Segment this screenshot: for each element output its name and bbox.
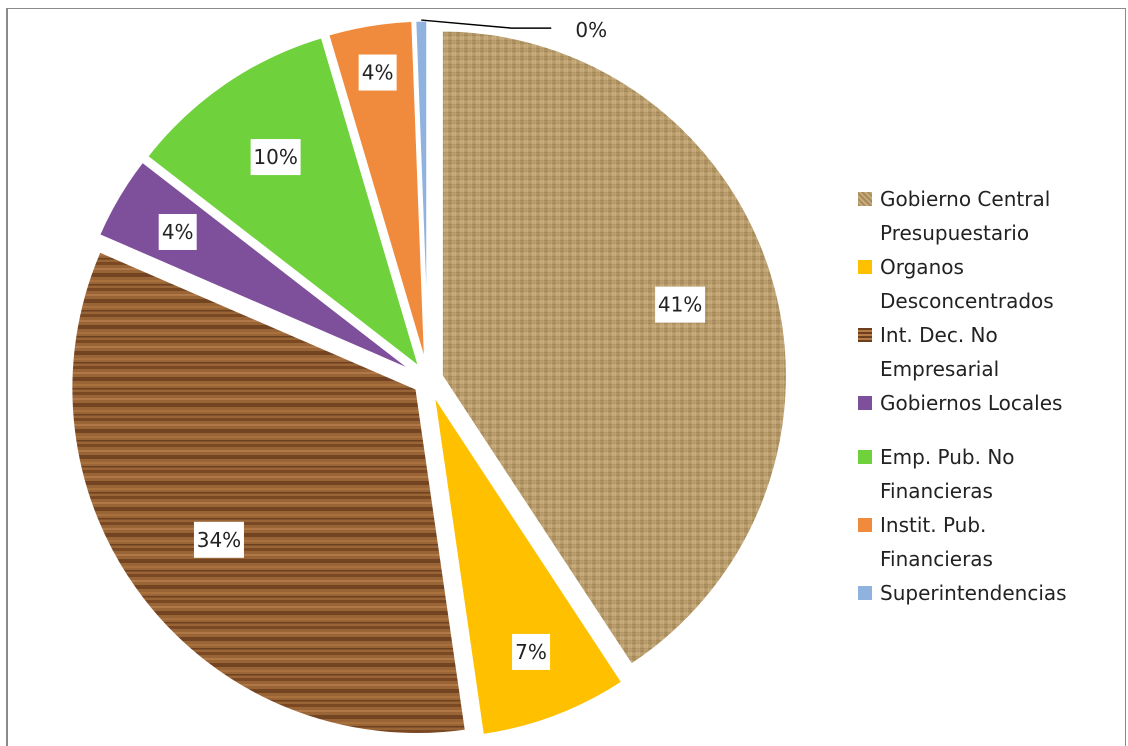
- data-label-gobiernos-locales: 4%: [162, 220, 194, 244]
- legend-item-organos-desconcentrados: Organos Desconcentrados: [858, 250, 1118, 318]
- leader-lines: [421, 19, 552, 29]
- legend-item-instit-pub-financieras: Instit. Pub. Financieras: [858, 508, 1118, 576]
- legend-swatch-int-dec-no-empresarial: [858, 328, 872, 342]
- legend-label-organos-desconcentrados: Organos Desconcentrados: [880, 255, 1054, 313]
- slice-instit-pub-financieras: [325, 18, 428, 367]
- legend-label-instit-pub-financieras: Instit. Pub. Financieras: [880, 513, 993, 571]
- data-label-emp-pub-no-financieras: 10%: [253, 145, 297, 169]
- data-label-int-dec-no-empresarial: 34%: [197, 528, 241, 552]
- pie-slices: [69, 18, 789, 738]
- data-label-box-gobiernos-locales: [158, 213, 197, 250]
- legend-swatch-gobiernos-locales: [858, 396, 872, 410]
- legend-label-gobierno-central: Gobierno Central Presupuestario: [880, 187, 1051, 245]
- data-label-box-organos-desconcentrados: [512, 633, 551, 670]
- legend-swatch-gobierno-central: [858, 192, 872, 206]
- legend-swatch-instit-pub-financieras: [858, 518, 872, 532]
- legend-label-superintendencias: Superintendencias: [880, 581, 1067, 605]
- data-label-gobierno-central: 41%: [658, 293, 702, 317]
- legend-label-int-dec-no-empresarial: Int. Dec. No Empresarial: [880, 323, 1000, 381]
- leader-line-superintendencias: [421, 19, 552, 29]
- legend-item-gobierno-central: Gobierno Central Presupuestario: [858, 182, 1118, 250]
- data-label-instit-pub-financieras: 4%: [362, 61, 394, 85]
- data-label-box-emp-pub-no-financieras: [250, 139, 301, 176]
- slice-gobierno-central: [439, 28, 789, 668]
- data-label-box-int-dec-no-empresarial: [193, 521, 244, 558]
- legend-item-gobiernos-locales: Gobiernos Locales: [858, 386, 1118, 420]
- data-label-box-gobierno-central: [655, 286, 706, 323]
- legend-item-int-dec-no-empresarial: Int. Dec. No Empresarial: [858, 318, 1118, 386]
- data-labels: 41% 7% 34% 4% 10% 4% 0%: [158, 18, 706, 670]
- data-label-box-instit-pub-financieras: [358, 54, 397, 91]
- legend: Gobierno Central Presupuestario Organos D…: [858, 182, 1118, 610]
- data-label-superintendencias: 0%: [575, 18, 607, 42]
- legend-swatch-superintendencias: [858, 586, 872, 600]
- slice-emp-pub-no-financieras: [144, 34, 423, 373]
- legend-item-superintendencias: Superintendencias: [858, 576, 1118, 610]
- slice-organos-desconcentrados: [431, 392, 625, 738]
- legend-label-gobiernos-locales: Gobiernos Locales: [880, 391, 1063, 415]
- legend-item-emp-pub-no-financieras: Emp. Pub. No Financieras: [858, 440, 1118, 508]
- slice-int-dec-no-empresarial: [69, 248, 469, 736]
- legend-swatch-emp-pub-no-financieras: [858, 450, 872, 464]
- legend-label-emp-pub-no-financieras: Emp. Pub. No Financieras: [880, 445, 1015, 503]
- data-label-organos-desconcentrados: 7%: [515, 640, 547, 664]
- legend-swatch-organos-desconcentrados: [858, 260, 872, 274]
